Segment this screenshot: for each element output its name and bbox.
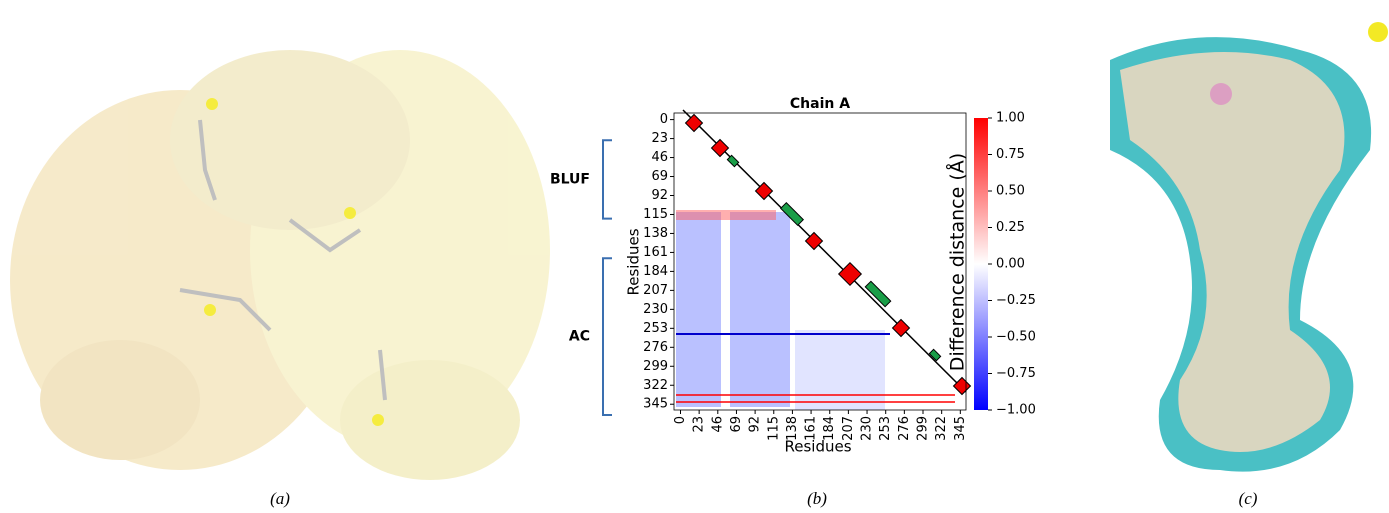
- x-axis-label: Residues: [784, 438, 851, 456]
- domain-label: AC: [569, 329, 590, 345]
- x-tick-label: 276: [897, 416, 912, 441]
- y-tick-label: 253: [643, 321, 668, 336]
- colorbar-tick-label: −1.00: [996, 403, 1036, 418]
- y-tick-label: 207: [643, 283, 668, 298]
- y-tick-label: 322: [643, 378, 668, 393]
- colorbar-tick-label: −0.25: [996, 293, 1036, 308]
- y-axis-label: Residues: [625, 228, 643, 295]
- y-tick-label: 69: [651, 169, 668, 184]
- domain-label: BLUF: [550, 171, 590, 187]
- y-tick-label: 138: [643, 226, 668, 241]
- y-tick-label: 23: [651, 131, 668, 146]
- y-tick-label: 0: [660, 112, 668, 127]
- colorbar-tick-label: −0.50: [996, 330, 1036, 345]
- x-tick-label: 69: [729, 416, 744, 433]
- x-tick-label: 184: [822, 416, 837, 441]
- y-tick-label: 230: [643, 302, 668, 317]
- colorbar-tick-label: 0.75: [996, 147, 1025, 162]
- panel-label: (b): [807, 489, 827, 508]
- y-tick-label: 345: [643, 397, 668, 412]
- colorbar-tick-label: −0.75: [996, 366, 1036, 381]
- y-tick-label: 46: [651, 150, 668, 165]
- domain-bracket: [602, 139, 612, 220]
- x-tick-label: 322: [934, 416, 949, 441]
- colorbar-tick-label: 0.00: [996, 257, 1025, 272]
- y-tick-label: 299: [643, 359, 668, 374]
- x-tick-label: 138: [785, 416, 800, 441]
- colorbar-label: Difference distance (Å): [946, 153, 969, 371]
- colorbar-tick-label: 0.50: [996, 184, 1025, 199]
- y-tick-label: 276: [643, 340, 668, 355]
- x-tick-label: 253: [878, 416, 893, 441]
- domain-bracket: [602, 257, 612, 416]
- y-tick-label: 115: [643, 207, 668, 222]
- x-tick-label: 161: [804, 416, 819, 441]
- x-tick-label: 207: [841, 416, 856, 441]
- x-tick-label: 46: [710, 416, 725, 433]
- x-tick-label: 299: [916, 416, 931, 441]
- x-tick-label: 0: [673, 416, 688, 424]
- heatmap-title: Chain A: [790, 96, 850, 112]
- colorbar-tick-label: 1.00: [996, 111, 1025, 126]
- x-tick-label: 230: [860, 416, 875, 441]
- colorbar-tick-label: 0.25: [996, 220, 1025, 235]
- panel-label: (c): [1239, 489, 1258, 508]
- heatmap-frame: [673, 112, 967, 411]
- x-tick-label: 92: [748, 416, 763, 433]
- y-tick-label: 161: [643, 245, 668, 260]
- structure-a: [10, 50, 550, 480]
- x-tick-label: 115: [766, 416, 781, 441]
- y-tick-label: 184: [643, 264, 668, 279]
- heatmap-texture: [676, 109, 972, 410]
- panel-label: (a): [270, 489, 290, 508]
- y-tick-label: 92: [651, 188, 668, 203]
- x-tick-label: 23: [692, 416, 707, 433]
- colorbar: [974, 118, 988, 410]
- structure-c: [1110, 22, 1388, 472]
- x-tick-label: 345: [953, 416, 968, 441]
